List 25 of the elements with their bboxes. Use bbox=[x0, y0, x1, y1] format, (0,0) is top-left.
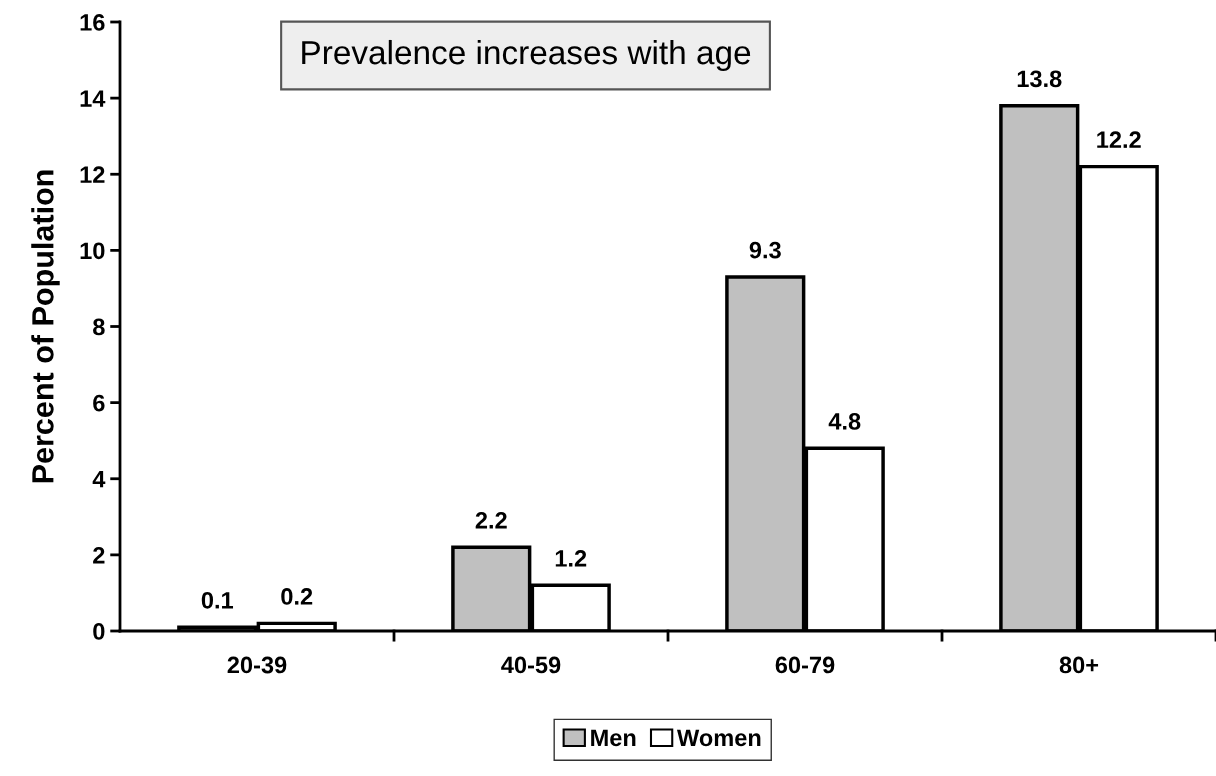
data-label: 1.2 bbox=[555, 550, 587, 567]
data-label: 13.8 bbox=[1017, 70, 1062, 88]
y-tick-label: 16 bbox=[80, 14, 105, 31]
data-label: 0.2 bbox=[281, 588, 313, 605]
y-tick-label: 6 bbox=[93, 394, 105, 412]
data-label: 12.2 bbox=[1097, 131, 1141, 148]
data-label: 4.8 bbox=[828, 413, 861, 430]
data-label: 0.1 bbox=[201, 591, 234, 609]
y-tick-label: 4 bbox=[92, 471, 106, 488]
y-tick-label: 0 bbox=[93, 623, 105, 640]
data-label: 2.2 bbox=[475, 511, 507, 529]
x-tick-label: 60-79 bbox=[775, 656, 835, 674]
x-tick-label: 80+ bbox=[1059, 656, 1099, 674]
x-tick-label: 20-39 bbox=[227, 656, 287, 674]
y-tick-label: 14 bbox=[80, 90, 106, 107]
y-tick-label: 12 bbox=[80, 166, 105, 183]
y-axis-title: Percent of Population bbox=[31, 170, 60, 483]
legend-label: Women bbox=[676, 729, 761, 747]
text: Prevalence increases with age bbox=[302, 39, 751, 72]
x-tick-label: 40-59 bbox=[501, 656, 561, 674]
y-tick-label: 8 bbox=[93, 318, 105, 336]
legend-label: Men bbox=[591, 729, 636, 747]
data-label: 9.3 bbox=[749, 241, 781, 259]
y-tick-label: 2 bbox=[93, 546, 105, 564]
y-tick-label: 10 bbox=[80, 242, 105, 260]
